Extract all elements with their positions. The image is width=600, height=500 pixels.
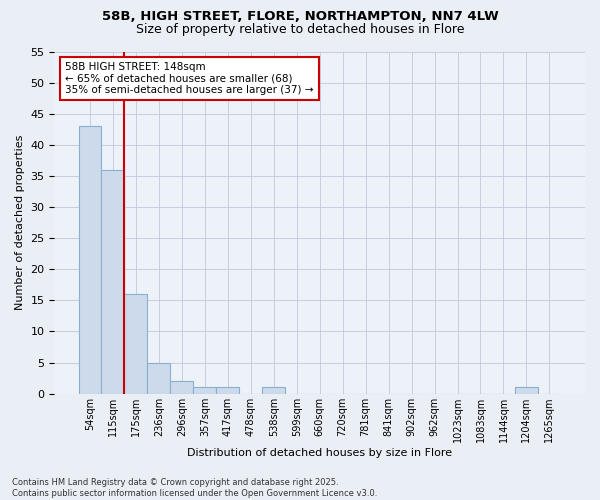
Y-axis label: Number of detached properties: Number of detached properties xyxy=(15,135,25,310)
Bar xyxy=(193,388,217,394)
Text: Size of property relative to detached houses in Flore: Size of property relative to detached ho… xyxy=(136,22,464,36)
Text: 58B, HIGH STREET, FLORE, NORTHAMPTON, NN7 4LW: 58B, HIGH STREET, FLORE, NORTHAMPTON, NN… xyxy=(101,10,499,23)
Text: 58B HIGH STREET: 148sqm
← 65% of detached houses are smaller (68)
35% of semi-de: 58B HIGH STREET: 148sqm ← 65% of detache… xyxy=(65,62,314,95)
Bar xyxy=(217,388,239,394)
X-axis label: Distribution of detached houses by size in Flore: Distribution of detached houses by size … xyxy=(187,448,452,458)
Text: Contains HM Land Registry data © Crown copyright and database right 2025.
Contai: Contains HM Land Registry data © Crown c… xyxy=(12,478,377,498)
Bar xyxy=(262,388,285,394)
Bar xyxy=(124,294,148,394)
Bar xyxy=(79,126,101,394)
Bar xyxy=(148,362,170,394)
Bar xyxy=(515,388,538,394)
Bar xyxy=(170,381,193,394)
Bar xyxy=(101,170,124,394)
